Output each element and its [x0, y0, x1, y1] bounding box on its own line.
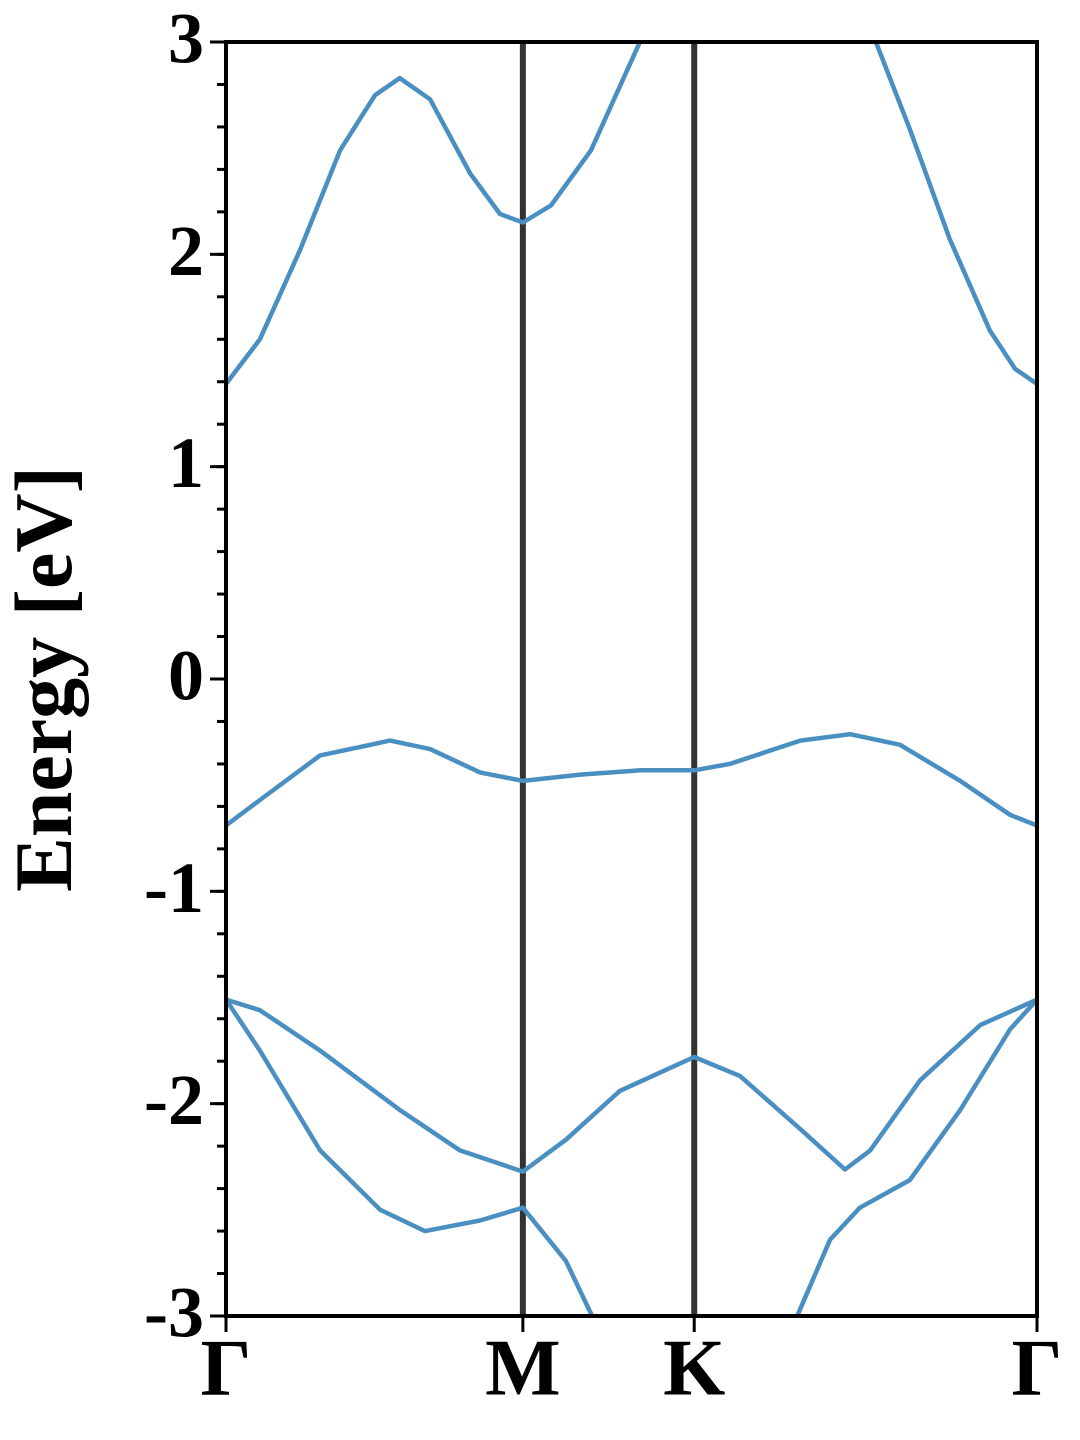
y-tick-label: -2 [144, 1060, 204, 1140]
band-line [226, 997, 1037, 1174]
x-tick-label: Γ [1012, 1324, 1063, 1412]
x-tick-label: Γ [201, 1324, 252, 1412]
x-tick-label: K [663, 1324, 725, 1412]
y-tick-label: 1 [168, 423, 204, 503]
band-line [226, 998, 1037, 1316]
band-line [226, 42, 1037, 386]
y-axis-label: Energy [eV] [0, 466, 89, 892]
y-tick-label: -1 [144, 848, 204, 928]
y-tick-label: 2 [168, 211, 204, 291]
bands [226, 42, 1037, 1316]
x-tick-label: M [485, 1324, 561, 1412]
y-tick-label: 3 [168, 0, 204, 79]
y-tick-label: -3 [144, 1273, 204, 1353]
band-line [226, 731, 1037, 828]
plot-frame [224, 40, 1039, 1318]
y-tick-label: 0 [168, 636, 204, 716]
